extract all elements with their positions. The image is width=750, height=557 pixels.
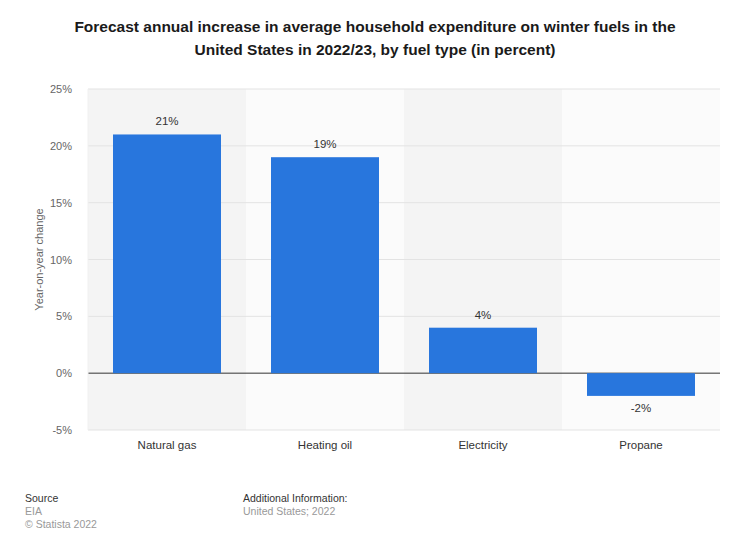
x-tick-label: Heating oil (298, 439, 352, 451)
y-tick-label: 0% (56, 367, 72, 379)
y-tick-label: 10% (50, 254, 72, 266)
info: United States; 2022 (243, 505, 335, 517)
bar (271, 157, 379, 373)
source-heading: Source (25, 492, 58, 504)
y-tick-label: -5% (52, 424, 72, 436)
data-label: 21% (155, 115, 178, 127)
grid-line (88, 430, 720, 431)
title-line: Forecast annual increase in average hous… (74, 18, 676, 35)
y-axis-label: Year-on-year change (33, 208, 45, 310)
x-tick-label: Propane (619, 439, 662, 451)
y-tick-label: 20% (50, 140, 72, 152)
y-tick-label: 25% (50, 83, 72, 95)
title-line: United States in 2022/23, by fuel type (… (195, 41, 556, 58)
data-label: 19% (313, 138, 336, 150)
y-axis-line (88, 89, 89, 430)
grid-line (88, 89, 720, 90)
title: Forecast annual increase in average hous… (74, 18, 676, 58)
x-tick-label: Natural gas (138, 439, 197, 451)
data-label: -2% (631, 402, 651, 414)
copyright: © Statista 2022 (25, 518, 97, 530)
bar (587, 373, 695, 396)
info-heading: Additional Information: (243, 492, 347, 504)
bar (429, 328, 537, 373)
x-tick-label: Electricity (458, 439, 507, 451)
y-tick-label: 15% (50, 197, 72, 209)
source: EIA (25, 505, 42, 517)
bar (113, 134, 221, 373)
data-label: 4% (475, 309, 492, 321)
chart: Forecast annual increase in average hous… (0, 0, 750, 557)
y-tick-label: 5% (56, 310, 72, 322)
bars (113, 134, 695, 395)
